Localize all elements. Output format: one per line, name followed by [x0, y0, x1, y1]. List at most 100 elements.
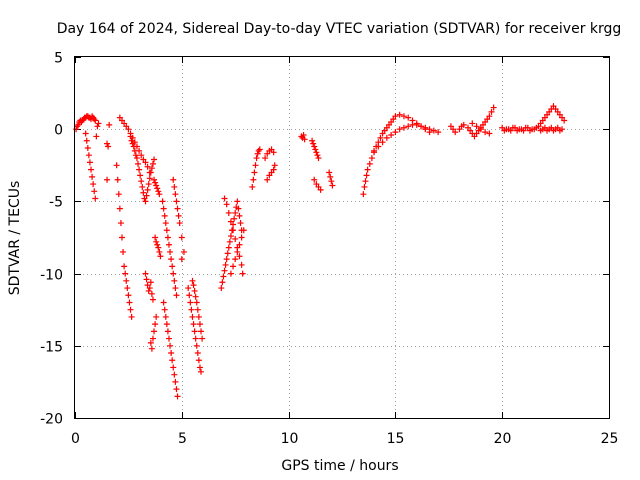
- data-point: [170, 270, 177, 277]
- data-point: [392, 113, 399, 120]
- data-point: [155, 188, 162, 195]
- data-point: [509, 124, 516, 131]
- data-point: [164, 328, 171, 335]
- data-point: [236, 212, 243, 219]
- data-point: [327, 173, 334, 180]
- data-point: [375, 143, 382, 150]
- data-point: [178, 234, 185, 241]
- data-point: [193, 342, 200, 349]
- data-point: [139, 183, 146, 190]
- data-point: [315, 155, 322, 162]
- data-point: [147, 169, 154, 176]
- y-tick-label: -10: [40, 268, 63, 284]
- data-point: [178, 256, 185, 263]
- data-point: [105, 143, 112, 150]
- data-point: [383, 134, 390, 141]
- x-tick-label: 0: [71, 431, 80, 447]
- data-point: [226, 238, 233, 245]
- data-point: [94, 123, 101, 130]
- data-point: [230, 227, 237, 234]
- data-point: [147, 339, 154, 346]
- data-point: [198, 368, 205, 375]
- data-point: [486, 113, 493, 120]
- data-point: [309, 137, 316, 144]
- data-point: [223, 256, 230, 263]
- data-point: [145, 181, 152, 188]
- data-point: [122, 270, 129, 277]
- data-point: [117, 220, 124, 227]
- data-point: [155, 244, 162, 251]
- data-point: [473, 123, 480, 130]
- data-point: [400, 124, 407, 131]
- y-tick-label: -5: [49, 195, 63, 211]
- data-point: [106, 121, 113, 128]
- data-point: [160, 299, 167, 306]
- data-point: [176, 220, 183, 227]
- data-point: [148, 345, 155, 352]
- data-point: [92, 117, 99, 124]
- data-point: [198, 328, 205, 335]
- data-point: [173, 386, 180, 393]
- data-point: [180, 248, 187, 255]
- chart-title: Day 164 of 2024, Sidereal Day-to-day VTE…: [57, 21, 622, 37]
- data-point: [271, 162, 278, 169]
- data-point: [220, 273, 227, 280]
- data-point: [239, 270, 246, 277]
- data-point: [238, 261, 245, 268]
- data-point: [130, 143, 137, 150]
- data-point: [133, 155, 140, 162]
- data-point: [161, 212, 168, 219]
- data-point: [165, 241, 172, 248]
- data-point: [371, 147, 378, 154]
- data-point: [90, 181, 97, 188]
- data-point: [171, 371, 178, 378]
- data-point: [193, 299, 200, 306]
- data-point: [188, 306, 195, 313]
- data-point: [92, 195, 99, 202]
- data-point: [240, 227, 247, 234]
- data-point: [192, 335, 199, 342]
- data-point: [161, 306, 168, 313]
- data-point: [392, 129, 399, 136]
- data-point: [118, 234, 125, 241]
- data-point: [140, 189, 147, 196]
- data-point: [88, 166, 95, 173]
- data-point: [225, 244, 232, 251]
- data-point: [190, 282, 197, 289]
- data-point: [252, 162, 259, 169]
- data-point: [131, 147, 138, 154]
- data-point: [148, 165, 155, 172]
- data-point: [231, 215, 238, 222]
- data-point: [326, 169, 333, 176]
- data-point: [123, 277, 130, 284]
- data-point: [482, 129, 489, 136]
- data-point: [221, 195, 228, 202]
- data-point: [230, 263, 237, 270]
- data-point: [172, 191, 179, 198]
- data-point: [501, 127, 508, 134]
- data-point: [196, 321, 203, 328]
- data-point: [194, 350, 201, 357]
- data-point: [219, 279, 226, 286]
- data-point: [175, 212, 182, 219]
- data-point: [328, 178, 335, 185]
- data-point: [477, 126, 484, 133]
- data-point: [250, 176, 257, 183]
- data-point: [164, 234, 171, 241]
- data-point: [413, 121, 420, 128]
- data-point: [127, 133, 134, 140]
- data-point: [128, 313, 135, 320]
- data-point: [469, 120, 476, 127]
- data-point: [362, 178, 369, 185]
- data-point: [310, 140, 317, 147]
- data-point: [363, 172, 370, 179]
- data-point: [199, 335, 206, 342]
- data-point: [377, 134, 384, 141]
- data-point: [104, 140, 111, 147]
- data-point: [189, 313, 196, 320]
- data-point: [132, 152, 139, 159]
- data-point: [95, 120, 102, 127]
- data-point: [388, 131, 395, 138]
- x-tick-label: 5: [178, 431, 187, 447]
